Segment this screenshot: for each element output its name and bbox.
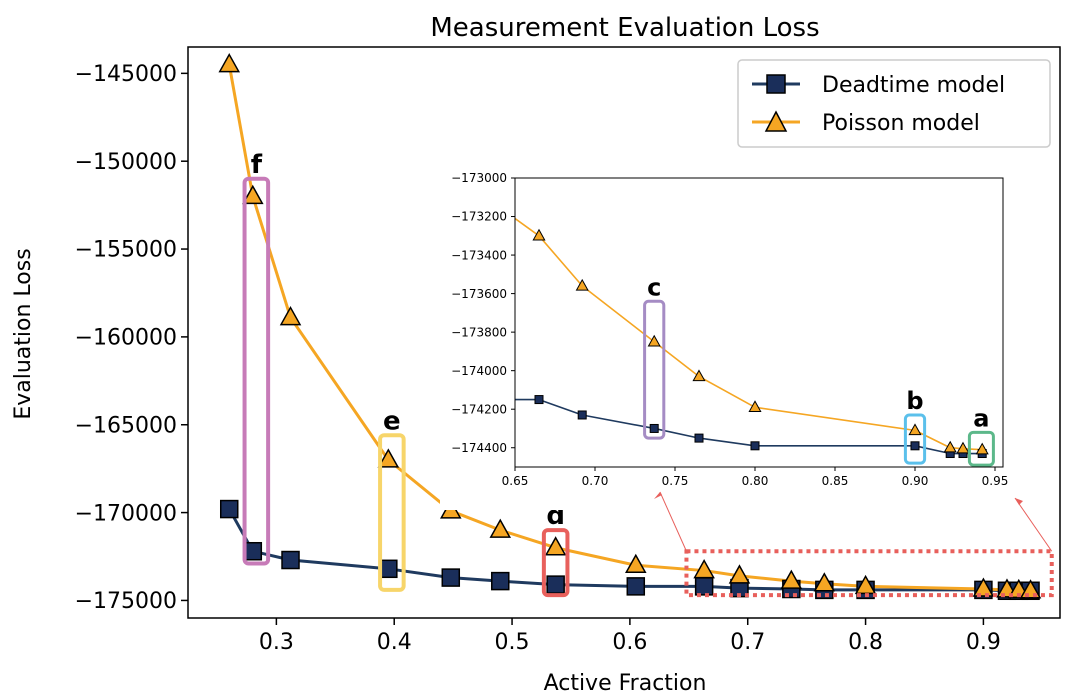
inset-poisson-point xyxy=(647,334,661,347)
main-poisson-point xyxy=(489,518,512,538)
main-y-tick-label: −155000 xyxy=(75,238,177,263)
zoom-connector-line xyxy=(1014,497,1053,552)
main-frame xyxy=(187,46,1061,619)
inset-poisson-point xyxy=(575,278,589,291)
inset-x-tick-label: 0.95 xyxy=(982,474,1009,488)
inset-frame xyxy=(514,177,1004,468)
inset-poisson-point xyxy=(956,441,970,454)
main-deadtime-point xyxy=(243,541,263,561)
main-x-tick-label: 0.3 xyxy=(259,630,294,655)
inset-poisson-point xyxy=(532,228,546,241)
main-deadtime-point xyxy=(281,550,300,570)
inset-y-tick-label: −173400 xyxy=(451,248,507,262)
main-poisson-point xyxy=(972,577,995,597)
inset-poisson-point xyxy=(943,440,957,453)
inset-poisson-point xyxy=(748,400,762,412)
inset-x-tick-label: 0.80 xyxy=(742,474,769,488)
main-deadtime-point xyxy=(626,577,646,596)
main-deadtime-point xyxy=(491,571,510,591)
main-poisson-point xyxy=(279,306,302,326)
main-x-tick-label: 0.9 xyxy=(966,630,1001,655)
inset-deadtime-point xyxy=(750,441,760,451)
main-poisson-point xyxy=(693,559,715,579)
x-axis-label: Active Fraction xyxy=(544,671,707,696)
main-poisson-point xyxy=(218,53,241,73)
main-poisson-point xyxy=(544,536,567,556)
annotation-box-a xyxy=(967,430,995,467)
annotation-box-b xyxy=(903,413,927,465)
zoom-region-box xyxy=(684,549,1054,598)
annotation-label-c: c xyxy=(647,273,661,301)
inset-y-tick-label: −173200 xyxy=(451,210,507,224)
inset-x-tick-label: 0.90 xyxy=(902,474,929,488)
main-poisson-point xyxy=(728,564,751,584)
main-y-tick-label: −145000 xyxy=(75,62,177,87)
inset-series-line-poisson xyxy=(515,217,983,451)
inset-deadtime-point xyxy=(910,441,920,451)
legend-poisson-label: Poisson model xyxy=(822,111,980,136)
annotation-box-f xyxy=(242,176,271,566)
annotation-label-b: b xyxy=(906,387,923,415)
inset-x-tick-label: 0.75 xyxy=(662,474,689,488)
y-axis-label: Evaluation Loss xyxy=(11,248,36,419)
inset-plot-area: c b a 0.65 0.70 0.75 0.80 0.85 0.90 0.95 −173000 −1… xyxy=(440,170,1010,510)
zoom-connector-arrowhead xyxy=(654,492,662,499)
legend-frame xyxy=(737,59,1051,148)
inset-series-line-deadtime xyxy=(515,398,983,455)
inset-deadtime-point xyxy=(534,395,544,405)
inset-y-tick-label: −174400 xyxy=(451,441,507,455)
main-y-tick-label: −160000 xyxy=(75,326,177,351)
main-deadtime-point xyxy=(694,577,714,596)
legend-deadtime-label: Deadtime model xyxy=(822,73,1005,98)
main-x-tick-label: 0.4 xyxy=(377,630,412,655)
chart-title: Measurement Evaluation Loss xyxy=(430,13,819,43)
zoom-connector-line xyxy=(659,491,687,552)
inset-background xyxy=(515,178,1003,467)
annotation-label-e: e xyxy=(383,406,401,436)
zoom-connector-arrowhead xyxy=(1015,498,1023,505)
annotation-label-f: f xyxy=(251,150,263,180)
main-y-tick-label: −175000 xyxy=(75,589,177,614)
main-y-tick-label: −165000 xyxy=(75,413,177,438)
legend-deadtime-marker xyxy=(766,74,786,94)
main-deadtime-point xyxy=(379,559,398,579)
main-y-tick-label: −170000 xyxy=(75,501,177,526)
inset-deadtime-point xyxy=(649,423,659,433)
inset-y-tick-label: −173800 xyxy=(451,325,507,339)
inset-x-tick-label: 0.65 xyxy=(502,474,529,488)
annotation-box-d xyxy=(541,528,570,598)
inset-x-tick-label: 0.85 xyxy=(822,474,849,488)
main-poisson-point xyxy=(780,569,803,589)
legend-poisson-marker xyxy=(764,110,788,132)
main-x-tick-label: 0.6 xyxy=(612,630,647,655)
annotation-label-a: a xyxy=(973,404,989,432)
inset-y-tick-label: −174200 xyxy=(451,402,507,416)
inset-poisson-point xyxy=(908,423,922,436)
zoom-connectors xyxy=(654,491,1053,552)
main-poisson-point xyxy=(813,572,836,592)
legend: Deadtime model Poisson model xyxy=(737,59,1051,148)
inset-poisson-point xyxy=(692,369,706,382)
main-poisson-point xyxy=(242,184,264,205)
annotation-box-e xyxy=(378,433,406,592)
inset-deadtime-point xyxy=(577,410,587,420)
main-poisson-point xyxy=(377,448,400,468)
annotation-box-c xyxy=(643,299,666,440)
main-deadtime-point xyxy=(219,499,239,519)
main-poisson-point xyxy=(625,553,647,574)
inset-y-tick-label: −173600 xyxy=(451,287,507,301)
inset-x-tick-label: 0.70 xyxy=(582,474,609,488)
inset-deadtime-point xyxy=(694,433,704,443)
main-y-tick-label: −150000 xyxy=(75,150,177,175)
inset-poisson-point xyxy=(975,442,989,455)
inset-y-tick-label: −173000 xyxy=(451,171,507,185)
main-x-tick-label: 0.8 xyxy=(848,630,883,655)
main-deadtime-point xyxy=(441,568,461,587)
main-deadtime-point xyxy=(546,575,565,594)
main-x-tick-label: 0.5 xyxy=(495,630,530,655)
main-x-tick-label: 0.7 xyxy=(730,630,765,655)
inset-y-tick-label: −174000 xyxy=(451,364,507,378)
